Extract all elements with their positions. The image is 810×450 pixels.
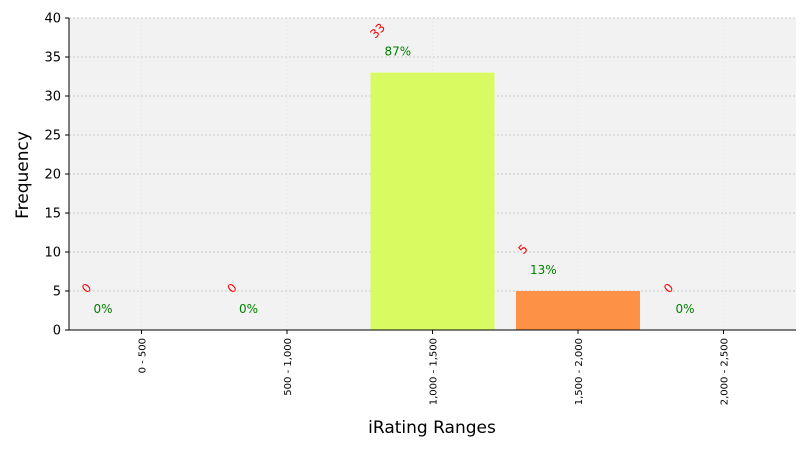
bar bbox=[516, 291, 640, 330]
percent-label: 87% bbox=[385, 44, 412, 58]
bar bbox=[370, 72, 495, 330]
percent-label: 0% bbox=[239, 302, 258, 316]
y-tick-label: 25 bbox=[44, 129, 61, 144]
x-tick-label: 1,000 - 1,500 bbox=[429, 338, 440, 405]
x-tick-label: 500 - 1,000 bbox=[283, 338, 294, 396]
y-tick-label: 15 bbox=[44, 207, 61, 222]
y-tick-label: 35 bbox=[44, 51, 61, 66]
percent-label: 0% bbox=[94, 302, 113, 316]
y-tick-label: 5 bbox=[53, 285, 61, 300]
y-axis-label: Frequency bbox=[13, 131, 33, 219]
y-ticks: 0 5 10 15 20 25 30 35 40 bbox=[44, 12, 69, 339]
x-ticks: 0 - 500 500 - 1,000 1,000 - 1,500 1,500 - 2… bbox=[138, 330, 731, 405]
percent-label: 13% bbox=[530, 263, 557, 277]
x-tick-label: 0 - 500 bbox=[138, 338, 149, 373]
y-tick-label: 40 bbox=[44, 12, 61, 27]
y-tick-label: 0 bbox=[53, 324, 61, 339]
grid-lines bbox=[69, 17, 796, 331]
y-tick-label: 20 bbox=[44, 168, 61, 183]
percent-label: 0% bbox=[676, 302, 695, 316]
bars bbox=[370, 72, 640, 330]
y-tick-label: 30 bbox=[44, 90, 61, 105]
y-tick-label: 10 bbox=[44, 246, 61, 261]
x-axis-label: iRating Ranges bbox=[368, 418, 496, 438]
x-tick-label: 1,500 - 2,000 bbox=[574, 338, 585, 405]
x-tick-label: 2,000 - 2,500 bbox=[720, 338, 731, 405]
